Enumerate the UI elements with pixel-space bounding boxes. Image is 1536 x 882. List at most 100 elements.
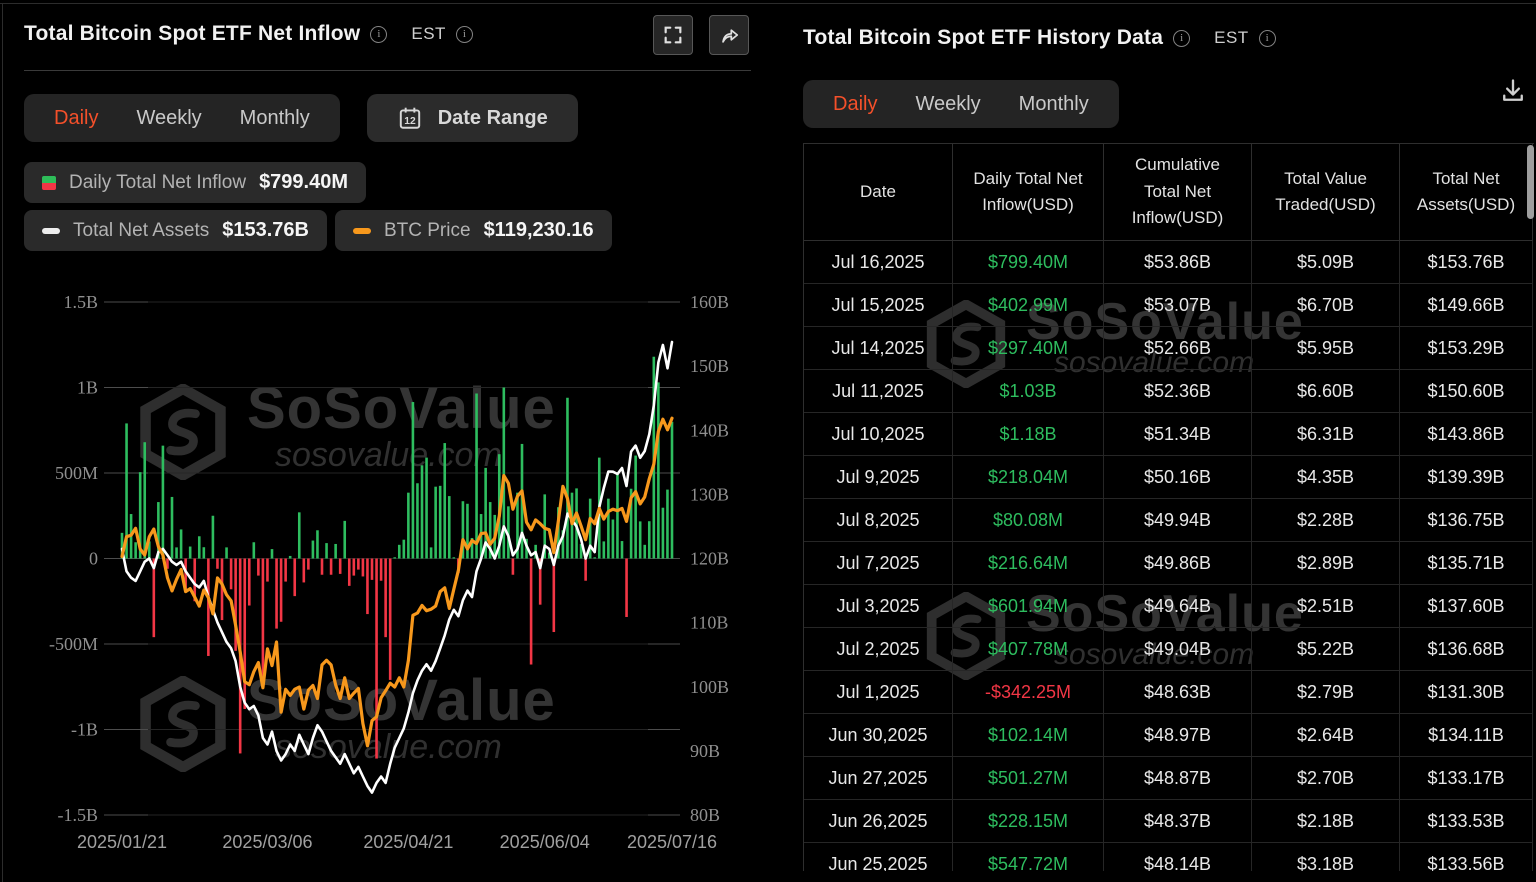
svg-text:160B: 160B	[690, 292, 729, 312]
cell-date: Jul 10,2025	[804, 413, 953, 456]
legend-value: $153.76B	[222, 219, 309, 241]
tab-weekly[interactable]: Weekly	[915, 92, 981, 115]
cell-date: Jul 14,2025	[804, 327, 953, 370]
table-row: Jul 11,2025 $1.03B $52.36B $6.60B $150.6…	[804, 370, 1534, 413]
legend-label: Total Net Assets	[73, 219, 210, 241]
tab-monthly[interactable]: Monthly	[1018, 92, 1089, 115]
cell-daily-inflow: $228.15M	[953, 800, 1104, 843]
cell-date: Jul 16,2025	[804, 241, 953, 284]
net-inflow-chart-panel: Total Bitcoin Spot ETF Net Inflow i EST …	[0, 15, 781, 882]
svg-text:90B: 90B	[690, 741, 720, 761]
svg-text:150B: 150B	[690, 356, 729, 376]
cell-net-assets: $131.30B	[1400, 671, 1533, 714]
table-body: Jul 16,2025 $799.40M $53.86B $5.09B $153…	[804, 241, 1534, 871]
calendar-icon: 12	[399, 107, 420, 129]
history-table: Date Daily Total Net Inflow(USD) Cumulat…	[803, 143, 1534, 871]
svg-text:130B: 130B	[690, 484, 729, 504]
cell-value-traded: $3.18B	[1252, 843, 1400, 871]
info-icon[interactable]: i	[370, 25, 388, 43]
info-icon[interactable]: i	[455, 25, 473, 43]
cell-date: Jul 1,2025	[804, 671, 953, 714]
cell-value-traded: $6.70B	[1252, 284, 1400, 327]
download-button[interactable]	[1496, 74, 1530, 108]
cell-daily-inflow: -$342.25M	[953, 671, 1104, 714]
cell-net-assets: $133.17B	[1400, 757, 1533, 800]
cell-daily-inflow: $1.03B	[953, 370, 1104, 413]
table-row: Jun 26,2025 $228.15M $48.37B $2.18B $133…	[804, 800, 1534, 843]
svg-text:2025/07/16: 2025/07/16	[627, 832, 717, 852]
cell-cumulative-inflow: $50.16B	[1104, 456, 1252, 499]
cell-net-assets: $143.86B	[1400, 413, 1533, 456]
cell-daily-inflow: $407.78M	[953, 628, 1104, 671]
svg-text:120B: 120B	[690, 549, 729, 569]
tab-weekly[interactable]: Weekly	[136, 106, 202, 129]
right-panel-header: Total Bitcoin Spot ETF History Data i ES…	[803, 26, 1276, 50]
cell-date: Jul 3,2025	[804, 585, 953, 628]
right-panel-title: Total Bitcoin Spot ETF History Data	[803, 26, 1164, 49]
cell-daily-inflow: $102.14M	[953, 714, 1104, 757]
cell-date: Jul 11,2025	[804, 370, 953, 413]
cell-daily-inflow: $501.27M	[953, 757, 1104, 800]
cell-date: Jul 9,2025	[804, 456, 953, 499]
cell-date: Jun 30,2025	[804, 714, 953, 757]
cell-net-assets: $133.53B	[1400, 800, 1533, 843]
info-icon[interactable]: i	[1258, 29, 1276, 47]
cell-value-traded: $2.51B	[1252, 585, 1400, 628]
cell-net-assets: $153.76B	[1400, 241, 1533, 284]
cell-cumulative-inflow: $51.34B	[1104, 413, 1252, 456]
header-divider	[24, 70, 751, 71]
cell-value-traded: $2.18B	[1252, 800, 1400, 843]
cell-daily-inflow: $216.64M	[953, 542, 1104, 585]
cell-date: Jul 2,2025	[804, 628, 953, 671]
cell-value-traded: $6.31B	[1252, 413, 1400, 456]
cell-net-assets: $135.71B	[1400, 542, 1533, 585]
legend-label: BTC Price	[383, 219, 471, 241]
table-row: Jul 15,2025 $402.99M $53.07B $6.70B $149…	[804, 284, 1534, 327]
legend-row-1: Daily Total Net Inflow $799.40M	[24, 162, 367, 203]
cell-daily-inflow: $1.18B	[953, 413, 1104, 456]
svg-text:1B: 1B	[77, 378, 98, 398]
period-tabs: Daily Weekly Monthly	[24, 94, 340, 142]
left-panel-title: Total Bitcoin Spot ETF Net Inflow	[24, 22, 361, 45]
cell-value-traded: $2.70B	[1252, 757, 1400, 800]
cell-cumulative-inflow: $52.36B	[1104, 370, 1252, 413]
cell-net-assets: $153.29B	[1400, 327, 1533, 370]
timezone-label: EST	[1214, 28, 1249, 47]
inflow-chart-canvas[interactable]: 1.5B 1B 500M 0 -500M -1B -1.5B 160B 150B 140B 130B…	[0, 270, 781, 882]
cell-net-assets: $136.75B	[1400, 499, 1533, 542]
legend-daily-net-inflow[interactable]: Daily Total Net Inflow $799.40M	[24, 162, 367, 203]
col-header-value-traded: Total Value Traded(USD)	[1252, 144, 1400, 241]
table-row: Jul 3,2025 $601.94M $49.64B $2.51B $137.…	[804, 585, 1534, 628]
tab-monthly[interactable]: Monthly	[239, 106, 310, 129]
tab-daily[interactable]: Daily	[54, 106, 99, 129]
history-data-panel: Total Bitcoin Spot ETF History Data i ES…	[782, 0, 1536, 882]
date-range-button[interactable]: 12 Date Range	[366, 94, 578, 142]
download-icon	[1503, 79, 1523, 101]
tab-daily[interactable]: Daily	[833, 92, 878, 115]
cell-value-traded: $5.95B	[1252, 327, 1400, 370]
legend-total-net-assets[interactable]: Total Net Assets $153.76B	[24, 210, 327, 251]
timezone-label: EST	[411, 24, 446, 43]
legend-value: $119,230.16	[483, 219, 594, 241]
cell-daily-inflow: $799.40M	[953, 241, 1104, 284]
info-icon[interactable]: i	[1173, 29, 1191, 47]
col-header-cumulative-inflow: Cumulative Total Net Inflow(USD)	[1104, 144, 1252, 241]
svg-text:-1.5B: -1.5B	[58, 805, 99, 825]
page-left-border	[2, 3, 3, 882]
table-scrollbar-thumb[interactable]	[1527, 145, 1534, 219]
chart-area: 1.5B 1B 500M 0 -500M -1B -1.5B 160B 150B 140B 130B…	[0, 270, 781, 882]
cell-date: Jun 25,2025	[804, 843, 953, 871]
chart-controls: Daily Weekly Monthly 12 Date Range	[24, 94, 578, 142]
cell-cumulative-inflow: $52.66B	[1104, 327, 1252, 370]
cell-cumulative-inflow: $49.86B	[1104, 542, 1252, 585]
share-button[interactable]	[709, 15, 749, 55]
cell-cumulative-inflow: $48.37B	[1104, 800, 1252, 843]
legend-btc-price[interactable]: BTC Price $119,230.16	[334, 210, 612, 251]
cell-cumulative-inflow: $48.97B	[1104, 714, 1252, 757]
table-row: Jun 25,2025 $547.72M $48.14B $3.18B $133…	[804, 843, 1534, 871]
cell-value-traded: $5.09B	[1252, 241, 1400, 284]
legend-row-2: Total Net Assets $153.76B BTC Price $119…	[24, 210, 612, 251]
cell-cumulative-inflow: $48.14B	[1104, 843, 1252, 871]
fullscreen-button[interactable]	[653, 15, 693, 55]
